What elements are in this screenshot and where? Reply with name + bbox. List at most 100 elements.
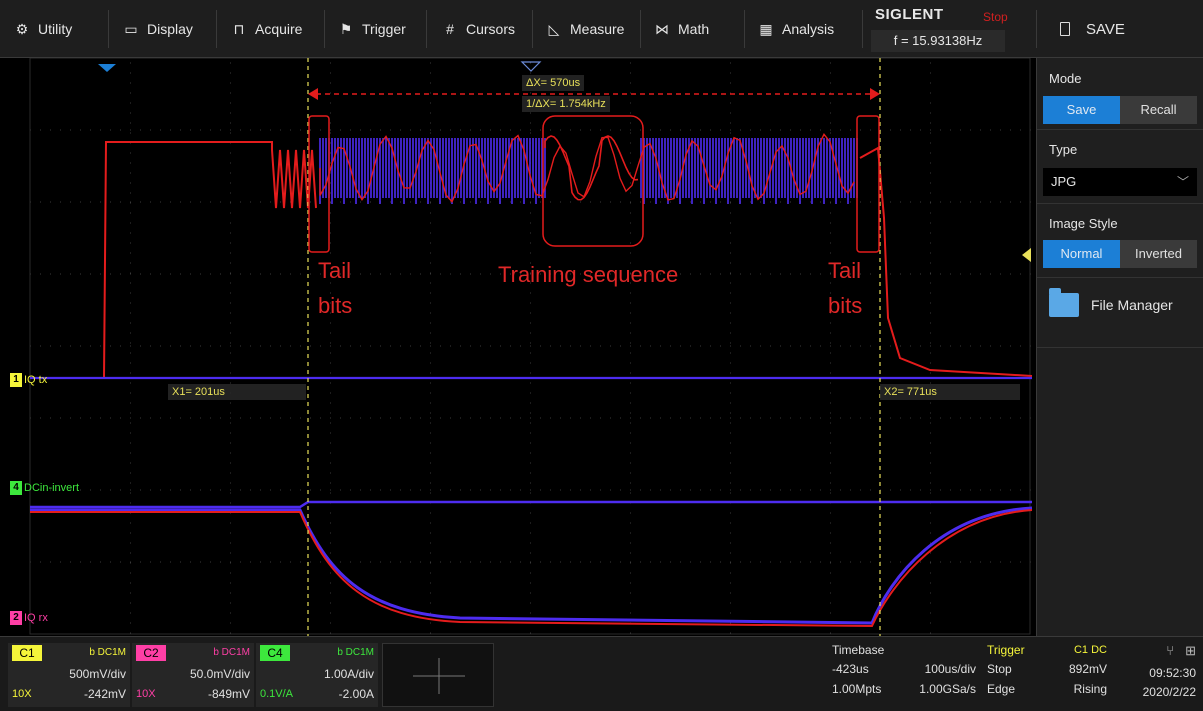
usb-icon: ⑂ — [1166, 643, 1174, 658]
menu-analysis[interactable]: ▦ Analysis — [758, 0, 834, 58]
channel1-marker-label: IQ tx — [24, 374, 48, 386]
mode-recall-option[interactable]: Recall — [1120, 96, 1197, 124]
training-box — [542, 115, 644, 247]
trigger-type: Edge — [987, 682, 1016, 696]
channel2-vdiv: 50.0mV/div — [189, 667, 250, 681]
measure-icon: ◺ — [548, 21, 560, 37]
channel2-coupling: b DC1M — [213, 647, 250, 658]
channel2-marker-tag: 2 — [10, 611, 22, 625]
menu-divider — [426, 10, 427, 48]
panel-pointer-icon — [1022, 248, 1031, 262]
save-menu-header[interactable]: SAVE — [1060, 0, 1125, 58]
chevron-down-icon: ﹀ — [1176, 175, 1189, 189]
add-channel-button[interactable] — [382, 643, 494, 707]
timebase-tdiv: 100us/div — [924, 662, 976, 676]
annotation-tail-left-2: bits — [318, 293, 353, 318]
ch1-trace-lead — [30, 141, 317, 379]
top-menu-bar: ⚙ Utility ▭ Display ⊓ Acquire ⚑ Trigger … — [0, 0, 1203, 58]
menu-display-label: Display — [147, 21, 193, 37]
timebase-mpts: 1.00Mpts — [832, 682, 882, 696]
type-select[interactable]: JPG ﹀ — [1043, 168, 1197, 196]
channel2-badge: C2 — [136, 645, 166, 661]
run-status-box[interactable]: SIGLENT Stop f = 15.93138Hz — [865, 4, 1035, 54]
mode-title: Mode — [1049, 71, 1082, 86]
save-file-icon — [1060, 22, 1070, 36]
style-normal-option[interactable]: Normal — [1043, 240, 1120, 268]
channel2-info[interactable]: C2 b DC1M 50.0mV/div 10X -849mV — [132, 643, 254, 707]
channel1-vdiv: 500mV/div — [69, 667, 126, 681]
channel4-marker[interactable]: 4 DCin-invert — [10, 481, 82, 495]
annotation-training-sequence: Training sequence — [498, 262, 679, 287]
timebase-info[interactable]: Timebase -423us 100us/div 1.00Mpts 1.00G… — [828, 641, 978, 709]
save-side-panel: Mode Save Recall Type JPG ﹀ Image Style … — [1036, 58, 1203, 636]
annotation-tail-right-1: Tail — [828, 258, 862, 283]
waveform-graticule — [29, 58, 1033, 636]
ch2-trace-blue — [30, 506, 1033, 625]
menu-measure-label: Measure — [570, 21, 625, 37]
gear-icon: ⚙ — [15, 21, 29, 37]
menu-utility-label: Utility — [38, 21, 73, 37]
channel4-info[interactable]: C4 b DC1M 1.00A/div 0.1V/A -2.00A — [256, 643, 378, 707]
annotation-tail-left-1: Tail — [318, 258, 352, 283]
trigger-title: Trigger — [987, 643, 1025, 657]
menu-cursors[interactable]: # Cursors — [442, 0, 515, 58]
folder-icon — [1049, 288, 1079, 317]
cursor-delta-readout: ΔX= 570us — [522, 75, 585, 91]
menu-trigger[interactable]: ⚑ Trigger — [338, 0, 406, 58]
channel2-probe: 10X — [136, 688, 156, 700]
image-style-toggle[interactable]: Normal Inverted — [1043, 240, 1197, 268]
menu-divider — [216, 10, 217, 48]
ch4-trace — [30, 500, 1032, 509]
mode-toggle[interactable]: Save Recall — [1043, 96, 1197, 124]
waveform-screen[interactable]: ΔX= 570us 1/ΔX= 1.754kHz X1= 201us X2= 7… — [0, 58, 1036, 636]
menu-divider — [744, 10, 745, 48]
channel2-marker[interactable]: 2 IQ rx — [10, 611, 51, 625]
analysis-icon: ▦ — [759, 21, 773, 37]
menu-acquire-label: Acquire — [255, 21, 303, 37]
channel1-probe: 10X — [12, 688, 32, 700]
channel1-info[interactable]: C1 b DC1M 500mV/div 10X -242mV — [8, 643, 130, 707]
plus-icon — [413, 658, 465, 694]
menu-divider — [862, 10, 863, 48]
image-style-section: Image Style Normal Inverted — [1037, 204, 1203, 278]
cursor-arrow-left-icon — [308, 88, 318, 100]
channel4-probe: 0.1V/A — [260, 688, 294, 700]
cursor-x2-readout: X2= 771us — [880, 384, 1020, 400]
menu-divider — [532, 10, 533, 48]
clock-date: 2020/2/22 — [1142, 685, 1196, 699]
style-inverted-option[interactable]: Inverted — [1120, 240, 1197, 268]
ch1-trace-tail — [859, 146, 1033, 377]
channel4-marker-label: DCin-invert — [24, 482, 80, 494]
bottom-status-bar: C1 b DC1M 500mV/div 10X -242mV C2 b DC1M… — [0, 636, 1203, 711]
channel4-badge: C4 — [260, 645, 290, 661]
menu-trigger-label: Trigger — [362, 21, 406, 37]
menu-divider — [324, 10, 325, 48]
menu-acquire[interactable]: ⊓ Acquire — [231, 0, 303, 58]
menu-measure[interactable]: ◺ Measure — [546, 0, 625, 58]
acquire-icon: ⊓ — [233, 21, 245, 37]
channel2-marker-label: IQ rx — [24, 612, 48, 624]
graticule-border — [29, 58, 1031, 635]
file-manager-button[interactable]: File Manager — [1049, 288, 1173, 317]
zoom-position-icon — [520, 61, 542, 72]
brand-logo: SIGLENT — [875, 6, 944, 23]
menu-math[interactable]: ⋈ Math — [654, 0, 709, 58]
cursor-x1-readout: X1= 201us — [168, 384, 306, 400]
mode-save-option[interactable]: Save — [1043, 96, 1120, 124]
menu-math-label: Math — [678, 21, 710, 37]
trigger-state: Stop — [987, 662, 1012, 676]
math-icon: ⋈ — [655, 21, 669, 37]
timebase-srate: 1.00GSa/s — [919, 682, 976, 696]
graticule-grid — [30, 62, 1031, 634]
channel4-marker-tag: 4 — [10, 481, 22, 495]
annotation-tail-right-2: bits — [828, 293, 863, 318]
timebase-delay: -423us — [832, 662, 869, 676]
trigger-info[interactable]: Trigger C1 DC Stop 892mV Edge Rising — [985, 641, 1115, 709]
channel1-marker[interactable]: 1 IQ tx — [10, 373, 50, 387]
monitor-icon: ▭ — [124, 21, 138, 37]
menu-analysis-label: Analysis — [782, 21, 835, 37]
timebase-title: Timebase — [832, 643, 885, 657]
menu-utility[interactable]: ⚙ Utility — [14, 0, 73, 58]
menu-display[interactable]: ▭ Display — [123, 0, 193, 58]
tail-right-box — [856, 115, 880, 253]
